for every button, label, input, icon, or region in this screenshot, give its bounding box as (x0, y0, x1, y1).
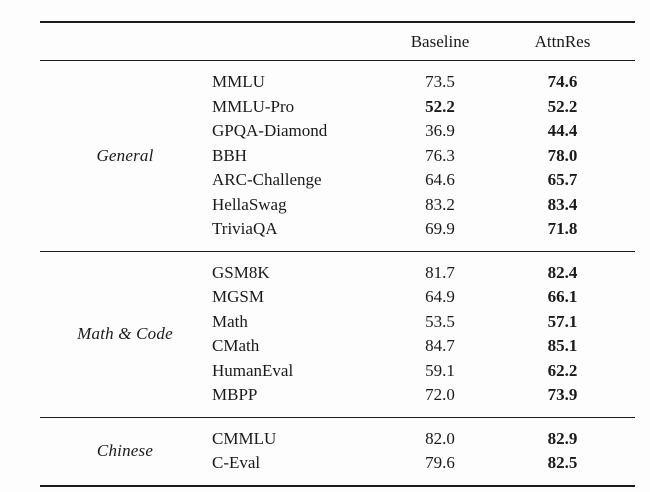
attnres-value: 66.1 (547, 287, 578, 306)
benchmark-name: GPQA-Diamond (212, 121, 328, 140)
benchmark-name: ARC-Challenge (212, 170, 322, 189)
baseline-value: 52.2 (425, 96, 455, 116)
column-header-baseline: Baseline (410, 32, 470, 51)
baseline-value: 64.9 (425, 287, 455, 306)
benchmark-name: MMLU-Pro (212, 96, 295, 116)
benchmark-name: MGSM (212, 287, 264, 306)
benchmark-name: BBH (212, 145, 247, 165)
header-spacer-group (40, 23, 210, 60)
benchmark-name: HellaSwag (212, 194, 287, 214)
baseline-value: 69.9 (425, 219, 455, 238)
benchmark-name: CMath (212, 336, 260, 355)
attnres-value: 85.1 (547, 336, 578, 355)
benchmark-name: TriviaQA (212, 219, 278, 238)
attnres-value: 82.5 (547, 453, 578, 472)
baseline-value: 79.6 (425, 453, 455, 472)
attnres-value: 62.2 (547, 360, 578, 380)
benchmark-name: MMLU (212, 72, 265, 91)
baseline-value: 83.2 (425, 194, 455, 214)
baseline-value: 53.5 (425, 311, 455, 331)
baseline-value: 82.0 (425, 428, 455, 448)
group-section-math-code: Math & Code GSM8K 81.7 82.4 MGSM 64.9 66… (40, 250, 635, 417)
baseline-value: 72.0 (425, 385, 455, 404)
benchmark-name: Math (212, 311, 248, 331)
benchmark-results-table: Baseline AttnRes General MMLU 73.5 74.6 … (40, 21, 635, 487)
group-section-chinese: Chinese CMMLU 82.0 82.9 C-Eval 79.6 82.5 (40, 416, 635, 485)
baseline-value: 76.3 (425, 145, 455, 165)
benchmark-name: C-Eval (212, 453, 261, 472)
attnres-value: 82.9 (547, 428, 578, 448)
attnres-value: 82.4 (547, 262, 578, 282)
baseline-value: 36.9 (425, 121, 455, 140)
attnres-value: 83.4 (547, 194, 578, 214)
group-label: General (96, 145, 154, 165)
baseline-value: 73.5 (425, 72, 455, 91)
group-label: Math & Code (77, 324, 173, 343)
baseline-value: 64.6 (425, 170, 455, 189)
attnres-value: 78.0 (547, 145, 578, 165)
benchmark-name: GSM8K (212, 262, 270, 282)
attnres-value: 44.4 (547, 121, 578, 140)
column-header-attnres: AttnRes (534, 32, 591, 51)
benchmark-name: HumanEval (212, 360, 294, 380)
table-header-row: Baseline AttnRes (40, 23, 635, 61)
baseline-value: 81.7 (425, 262, 455, 282)
baseline-value: 59.1 (425, 360, 455, 380)
attnres-value: 65.7 (547, 170, 578, 189)
baseline-value: 84.7 (425, 336, 455, 355)
attnres-value: 52.2 (547, 96, 578, 116)
benchmark-name: MBPP (212, 385, 258, 404)
benchmark-name: CMMLU (212, 428, 277, 448)
header-spacer-benchmark (210, 23, 390, 60)
group-label: Chinese (96, 441, 154, 460)
attnres-value: 71.8 (547, 219, 578, 238)
attnres-value: 57.1 (547, 311, 578, 331)
group-section-general: General MMLU 73.5 74.6 MMLU-Pro 52.2 52.… (40, 61, 635, 251)
attnres-value: 74.6 (547, 72, 578, 91)
attnres-value: 73.9 (547, 385, 578, 404)
